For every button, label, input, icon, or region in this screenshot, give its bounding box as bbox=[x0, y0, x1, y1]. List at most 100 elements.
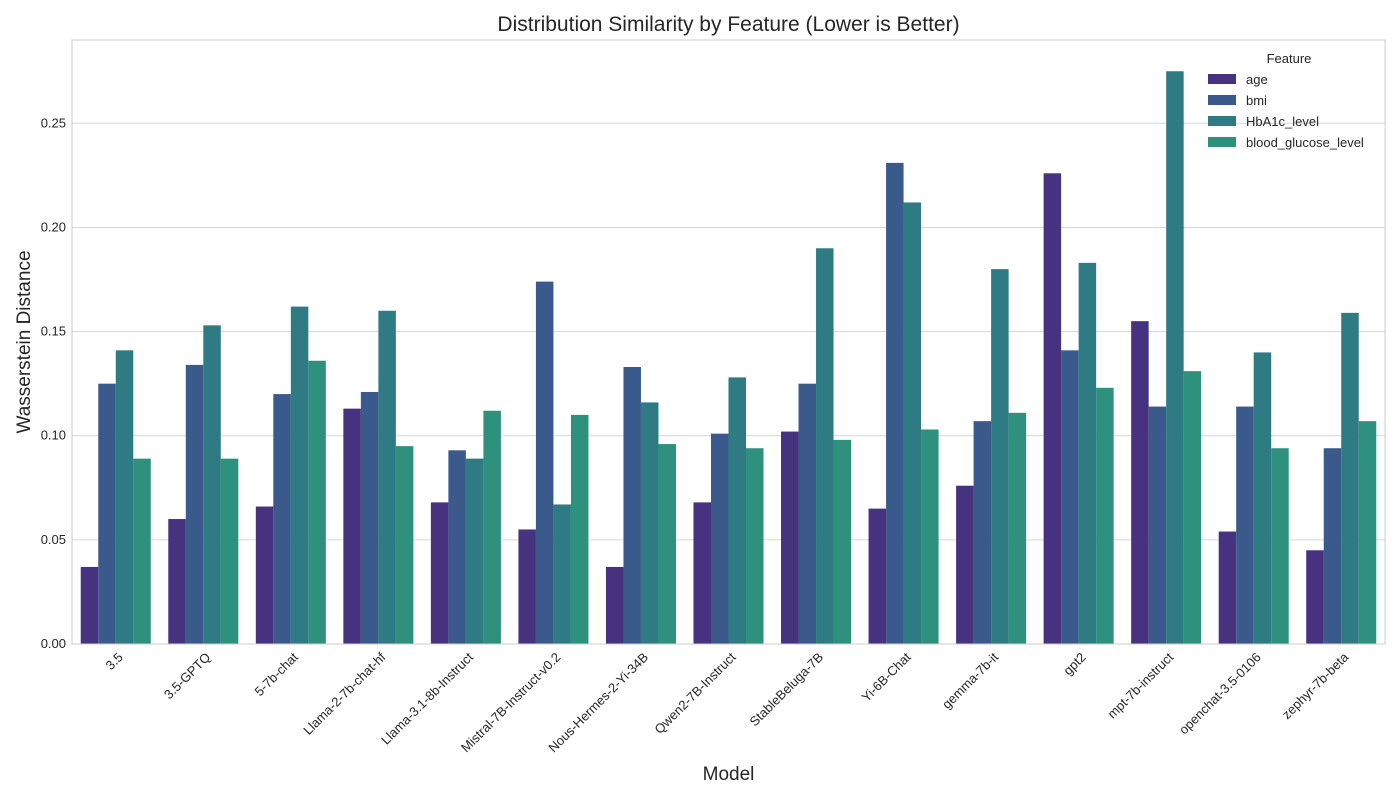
bar-age bbox=[1043, 173, 1062, 644]
bar-blood_glucose_level bbox=[921, 429, 939, 644]
legend-label: bmi bbox=[1246, 93, 1267, 108]
bar-blood_glucose_level bbox=[1183, 371, 1202, 644]
bar-age bbox=[168, 519, 186, 644]
chart-title: Distribution Similarity by Feature (Lowe… bbox=[497, 13, 959, 36]
legend-label: HbA1c_level bbox=[1246, 114, 1319, 129]
y-axis-title: Wasserstein Distance bbox=[14, 250, 35, 433]
bar-blood_glucose_level bbox=[133, 458, 151, 644]
x-tick-label: gemma-7b-it bbox=[939, 649, 1001, 711]
bar-age bbox=[693, 502, 711, 644]
bar-age bbox=[255, 506, 274, 644]
bar-bmi bbox=[886, 162, 904, 644]
bar-blood_glucose_level bbox=[308, 360, 326, 644]
bar-HbA1c_level bbox=[203, 325, 221, 644]
bar-HbA1c_level bbox=[991, 269, 1009, 644]
bar-age bbox=[1131, 321, 1149, 644]
bar-bmi bbox=[360, 391, 379, 644]
bar-bmi bbox=[1323, 448, 1342, 644]
bar-HbA1c_level bbox=[728, 377, 747, 644]
x-tick-label: 3.5-GPTQ bbox=[161, 650, 214, 703]
bar-blood_glucose_level bbox=[220, 458, 239, 644]
bar-age bbox=[1306, 550, 1324, 644]
legend: Feature age bmi HbA1c_level blood_glucose_l… bbox=[1208, 51, 1364, 150]
x-tick-label: Llama-2-7b-chat-hf bbox=[300, 649, 389, 738]
bar-bmi bbox=[185, 364, 204, 644]
bar-blood_glucose_level bbox=[395, 446, 414, 644]
bar-HbA1c_level bbox=[1078, 262, 1097, 644]
bar-HbA1c_level bbox=[816, 248, 834, 644]
y-ticks: 0.00 0.05 0.10 0.15 0.20 0.25 bbox=[41, 115, 66, 651]
legend-label: age bbox=[1246, 72, 1268, 87]
y-tick-label: 0.05 bbox=[41, 532, 66, 547]
bar-HbA1c_level bbox=[1166, 71, 1184, 644]
y-tick-label: 0.20 bbox=[41, 219, 66, 234]
bar-blood_glucose_level bbox=[1096, 387, 1114, 644]
bar-bmi bbox=[1148, 406, 1167, 644]
x-tick-label: mpt-7b-instruct bbox=[1104, 649, 1176, 721]
bar-blood_glucose_level bbox=[746, 448, 764, 644]
bar-bmi bbox=[710, 433, 729, 644]
bar-bmi bbox=[973, 421, 992, 644]
x-tick-label: 3.5 bbox=[102, 650, 125, 673]
bar-bmi bbox=[273, 394, 291, 644]
legend-swatch bbox=[1208, 74, 1236, 84]
x-tick-label: zephyr-7b-beta bbox=[1279, 649, 1352, 722]
x-tick-label: Llama-3.1-8b-Instruct bbox=[378, 649, 476, 747]
bar-blood_glucose_level bbox=[570, 414, 589, 644]
bar-bmi bbox=[1236, 406, 1254, 644]
bar-age bbox=[605, 566, 624, 644]
bar-HbA1c_level bbox=[640, 402, 659, 644]
bar-blood_glucose_level bbox=[483, 410, 501, 644]
legend-label: blood_glucose_level bbox=[1246, 135, 1364, 150]
bar-blood_glucose_level bbox=[1358, 421, 1377, 644]
bar-HbA1c_level bbox=[290, 306, 309, 644]
bar-HbA1c_level bbox=[115, 350, 134, 644]
bar-age bbox=[518, 529, 536, 644]
bar-age bbox=[781, 431, 799, 644]
x-tick-label: openchat-3.5-0106 bbox=[1176, 650, 1264, 738]
y-tick-label: 0.15 bbox=[41, 324, 66, 339]
bar-bmi bbox=[98, 383, 116, 644]
bar-blood_glucose_level bbox=[658, 444, 676, 644]
bar-HbA1c_level bbox=[1341, 312, 1359, 644]
bar-bmi bbox=[1061, 350, 1079, 644]
x-ticks: 3.5 3.5-GPTQ 5-7b-chat Llama-2-7b-chat-hfLl… bbox=[102, 649, 1351, 755]
bar-HbA1c_level bbox=[903, 202, 922, 644]
x-tick-label: Qwen2-7B-Instruct bbox=[651, 649, 739, 737]
plot-frame bbox=[71, 39, 1386, 645]
legend-swatch bbox=[1208, 95, 1236, 105]
x-axis-title: Model bbox=[703, 764, 755, 785]
bar-age bbox=[343, 408, 361, 644]
x-tick-label: Yi-6B-Chat bbox=[858, 649, 913, 704]
legend-swatch bbox=[1208, 137, 1236, 147]
x-tick-label: Mistral-7B-Instruct-v0.2 bbox=[458, 650, 564, 756]
bar-age bbox=[80, 566, 99, 644]
y-tick-label: 0.00 bbox=[41, 636, 66, 651]
bar-bmi bbox=[535, 281, 554, 644]
bar-bmi bbox=[623, 366, 641, 644]
y-tick-label: 0.10 bbox=[41, 428, 66, 443]
x-tick-label: Nous-Hermes-2-Yi-34B bbox=[545, 650, 651, 756]
x-tick-label: StableBeluga-7B bbox=[747, 650, 827, 730]
bar-bmi bbox=[448, 450, 466, 644]
bar-age bbox=[430, 502, 449, 644]
x-tick-label: gpt2 bbox=[1060, 650, 1089, 679]
legend-swatch bbox=[1208, 116, 1236, 126]
bar-HbA1c_level bbox=[378, 310, 396, 644]
bar-blood_glucose_level bbox=[833, 439, 852, 644]
y-tick-label: 0.25 bbox=[41, 115, 66, 130]
bars-layer bbox=[80, 71, 1377, 644]
bar-HbA1c_level bbox=[465, 458, 484, 644]
legend-title: Feature bbox=[1267, 51, 1312, 66]
bar-HbA1c_level bbox=[1253, 352, 1272, 644]
bar-bmi bbox=[798, 383, 817, 644]
bar-blood_glucose_level bbox=[1008, 412, 1027, 644]
bar-age bbox=[868, 508, 887, 644]
x-tick-label: 5-7b-chat bbox=[252, 649, 302, 699]
bar-blood_glucose_level bbox=[1271, 448, 1289, 644]
bar-age bbox=[1218, 531, 1237, 644]
bar-HbA1c_level bbox=[553, 504, 571, 644]
bar-age bbox=[956, 485, 974, 644]
